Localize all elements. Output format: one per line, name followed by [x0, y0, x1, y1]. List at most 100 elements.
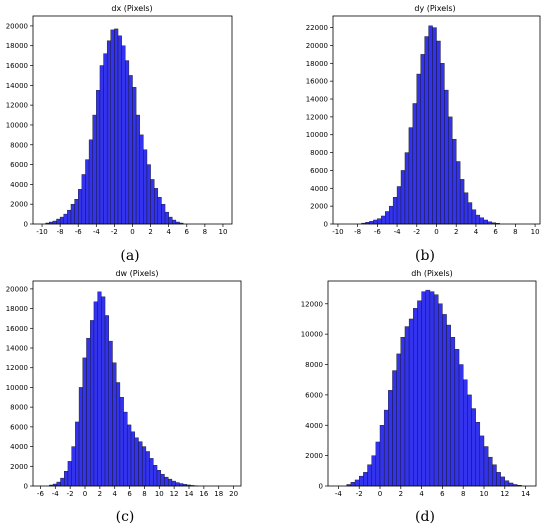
histogram-bar: [479, 217, 485, 225]
histogram-bar: [143, 149, 148, 225]
histogram-bar: [164, 211, 169, 225]
y-tick-label: 10000: [6, 384, 28, 392]
y-tick-label: 20000: [6, 285, 28, 293]
y-tick-label: 8000: [10, 404, 28, 412]
histogram-bar: [86, 337, 91, 487]
y-tick-label: 22000: [306, 24, 328, 32]
histogram-bar: [436, 40, 441, 225]
y-tick-label: 12000: [6, 364, 28, 372]
histogram-bar: [121, 45, 126, 225]
y-tick-label: 18000: [6, 305, 28, 313]
x-tick-label: -6: [75, 228, 83, 236]
plot-frame: [32, 280, 242, 487]
histogram-bar: [463, 192, 469, 225]
histogram-bar: [379, 425, 385, 487]
y-tick-label: 16000: [6, 325, 28, 333]
histogram-bar: [371, 455, 377, 487]
x-tick-label: 2: [399, 490, 403, 498]
x-tick-label: 2: [98, 490, 102, 498]
histogram-bar: [85, 159, 90, 225]
histogram-bar: [157, 197, 162, 225]
histogram-bar: [504, 480, 510, 487]
y-tick-label: 6000: [310, 167, 328, 175]
histogram-bar: [96, 90, 101, 225]
histogram-bar: [99, 65, 104, 225]
x-tick-label: -6: [37, 490, 45, 498]
histogram-bars: [49, 291, 199, 487]
histogram-bar: [479, 435, 485, 487]
histogram-bar: [392, 197, 398, 225]
histogram-bar: [97, 291, 102, 487]
histogram-bar: [381, 215, 386, 225]
histogram-panel-dy: dy (Pixels) -10 -8 -6 -4 -2 0 2 4 6 8 10 0 2000 4000 6…: [306, 4, 541, 264]
y-tick-label: 14000: [306, 96, 328, 104]
histogram-bar: [164, 476, 169, 487]
histogram-bar: [78, 189, 83, 225]
x-tick-label: 2: [148, 228, 152, 236]
histogram-bar: [167, 478, 173, 487]
histogram-bar: [104, 315, 109, 487]
histogram-bar: [404, 152, 410, 225]
y-tick-label: 6000: [305, 391, 323, 399]
histogram-bar: [388, 205, 394, 225]
histogram-bar: [141, 446, 147, 487]
histogram-bar: [392, 370, 397, 487]
histogram-bar: [175, 482, 180, 487]
x-tick-label: 6: [127, 490, 132, 498]
histogram-bar: [417, 300, 422, 487]
histogram-bar: [450, 336, 456, 487]
histogram-bar: [438, 303, 443, 487]
histogram-bar: [139, 134, 144, 225]
histogram-bar: [385, 211, 390, 225]
histogram-bar: [420, 54, 425, 225]
histogram-bar: [106, 40, 111, 225]
histogram-bar: [396, 353, 402, 487]
x-tick-label: 4: [112, 490, 117, 498]
x-tick-label: -2: [67, 490, 74, 498]
histogram-bar: [67, 461, 72, 487]
histogram-bar: [412, 103, 417, 225]
histogram-bar: [373, 219, 378, 225]
histogram-bar: [458, 364, 464, 487]
histogram-bar: [500, 476, 506, 487]
x-tick-label: 6: [185, 228, 190, 236]
histogram-bar: [367, 464, 372, 487]
histogram-bar: [108, 340, 113, 487]
histogram-bar: [56, 481, 61, 487]
histogram-panel-dw: dw (Pixels) -6 -4 -2 0 2 4 6 8 10 12 14 16 18 20 0 2000…: [6, 269, 242, 525]
x-tick-label: -6: [374, 228, 382, 236]
histogram-bar: [396, 186, 402, 225]
histogram-bar: [416, 73, 421, 225]
histogram-bar: [492, 464, 497, 487]
histogram-bar: [433, 294, 439, 487]
histogram-bar: [119, 397, 124, 487]
y-tick-label: 2000: [305, 452, 323, 460]
histogram-bar: [52, 220, 57, 225]
y-tick-label: 4000: [305, 422, 323, 430]
x-tick-label: -8: [354, 228, 361, 236]
x-tick-label: 12: [500, 490, 509, 498]
y-tick-label: 8000: [310, 149, 328, 157]
histogram-bar: [442, 314, 447, 487]
x-tick-label: 20: [229, 490, 238, 498]
histogram-bar: [67, 209, 72, 225]
y-tick-label: 8000: [305, 361, 323, 369]
histogram-bar: [78, 387, 83, 487]
histogram-bar: [413, 308, 418, 487]
x-tick-label: 4: [474, 228, 479, 236]
y-tick-label: 14000: [6, 345, 28, 353]
panel-title: dh (Pixels): [411, 269, 453, 278]
histogram-bar: [424, 36, 429, 225]
histogram-bar: [112, 362, 117, 487]
histogram-bar: [101, 296, 106, 487]
x-tick-label: 16: [199, 490, 208, 498]
histogram-bar: [125, 60, 130, 225]
x-tick-label: 6: [440, 490, 445, 498]
y-tick-label: 18000: [6, 42, 28, 50]
histogram-bars: [361, 25, 500, 225]
histogram-bar: [369, 221, 374, 225]
histogram-panel-dx: dx (Pixels) -10 -8 -6 -4 -2 0 2 4 6 8 10 0 2000 4000 6…: [6, 4, 233, 264]
histogram-bar: [496, 472, 501, 487]
y-tick-label: 2000: [310, 203, 328, 211]
